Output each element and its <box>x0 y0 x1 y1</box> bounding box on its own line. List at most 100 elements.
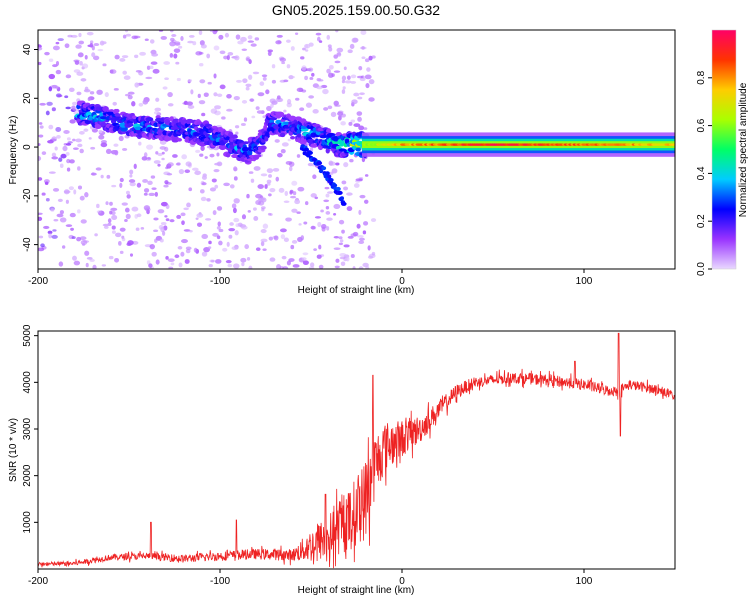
ridge-blob <box>102 106 109 112</box>
spectral-noise-blob <box>69 119 76 124</box>
spectral-noise-blob <box>143 192 148 196</box>
spectral-noise-blob <box>38 134 44 138</box>
spectral-noise-blob <box>295 97 300 101</box>
spectral-noise-blob <box>269 257 276 262</box>
spectral-noise-blob <box>214 162 221 166</box>
spectral-noise-blob <box>233 198 240 204</box>
spectral-noise-blob <box>53 219 59 222</box>
spectral-noise-blob <box>294 199 301 205</box>
spectral-noise-blob <box>341 75 347 81</box>
spectral-noise-blob <box>351 37 358 43</box>
spectral-noise-blob <box>213 92 218 97</box>
x-tick-label: 0 <box>399 576 405 587</box>
spectral-noise-blob <box>318 264 324 269</box>
spectral-noise-blob <box>91 52 96 58</box>
spectral-noise-blob <box>201 112 206 117</box>
y-tick-label: 3000 <box>22 417 33 440</box>
spectral-noise-blob <box>358 209 362 215</box>
spectral-noise-blob <box>333 213 337 216</box>
spectral-noise-blob <box>109 201 113 206</box>
spectral-noise-blob <box>233 263 240 269</box>
spectral-noise-blob <box>138 102 144 107</box>
spectral-noise-blob <box>175 61 180 65</box>
spectral-noise-blob <box>122 147 128 151</box>
spectral-noise-blob <box>206 53 211 59</box>
spectral-noise-blob <box>77 185 83 190</box>
ridge-blob <box>145 117 154 122</box>
spectral-noise-blob <box>356 223 361 229</box>
spectral-noise-blob <box>52 187 60 192</box>
spectral-noise-blob <box>180 35 184 42</box>
spectral-noise-blob <box>209 187 217 192</box>
spectral-noise-blob <box>172 154 178 158</box>
spectral-noise-blob <box>341 229 345 234</box>
spectral-noise-blob <box>336 47 344 53</box>
spectral-noise-blob <box>47 230 53 235</box>
spectral-noise-blob <box>328 46 333 52</box>
spectral-noise-blob <box>89 91 95 95</box>
spectral-noise-blob <box>216 235 221 240</box>
spectral-noise-blob <box>100 139 107 144</box>
spectral-noise-blob <box>56 213 64 218</box>
spectral-noise-blob <box>153 217 159 221</box>
spectral-noise-blob <box>226 241 230 247</box>
spectral-noise-blob <box>69 159 75 164</box>
spectral-noise-blob <box>343 244 350 248</box>
spectral-noise-blob <box>326 34 331 40</box>
spectral-noise-blob <box>122 34 127 39</box>
spectral-noise-blob <box>128 179 136 183</box>
spectral-noise-blob <box>226 108 233 112</box>
snr-series-line <box>38 332 675 569</box>
spectral-noise-blob <box>81 63 89 69</box>
spectral-noise-blob <box>48 73 56 80</box>
spectral-noise-blob <box>214 184 219 189</box>
spectral-noise-blob <box>262 248 267 251</box>
spectral-noise-blob <box>48 171 56 174</box>
spectral-noise-blob <box>86 31 94 36</box>
spectral-noise-blob <box>79 236 87 241</box>
spectral-noise-blob <box>246 193 250 199</box>
spectral-noise-blob <box>257 92 265 97</box>
spectral-noise-blob <box>193 247 198 253</box>
spectral-noise-blob <box>47 139 54 144</box>
spectral-noise-blob <box>78 32 82 38</box>
spectral-noise-blob <box>160 221 167 226</box>
spectral-noise-blob <box>315 32 322 36</box>
spectral-noise-blob <box>227 52 234 56</box>
spectral-noise-blob <box>257 184 264 189</box>
spectral-noise-blob <box>167 258 175 263</box>
spectral-noise-blob <box>291 180 298 186</box>
spectral-noise-blob <box>38 235 44 239</box>
spectral-noise-blob <box>100 174 104 179</box>
spectral-noise-blob <box>224 32 230 38</box>
spectral-noise-blob <box>163 61 171 65</box>
spectral-noise-blob <box>264 184 268 189</box>
spectral-noise-blob <box>129 181 136 187</box>
spectral-noise-blob <box>161 157 165 161</box>
spectral-noise-blob <box>127 91 135 95</box>
spectral-noise-blob <box>299 107 305 111</box>
spectral-noise-blob <box>318 244 322 250</box>
spectral-noise-blob <box>118 240 122 246</box>
ridge-blob <box>100 122 108 127</box>
spectral-noise-blob <box>77 166 81 171</box>
ridge-blob <box>325 147 330 154</box>
spectral-noise-blob <box>304 201 309 206</box>
spectral-noise-blob <box>38 177 43 181</box>
spectral-noise-blob <box>63 130 70 134</box>
spectral-noise-blob <box>59 217 67 223</box>
spectral-noise-blob <box>271 100 278 105</box>
spectral-noise-blob <box>134 54 139 59</box>
spectral-noise-blob <box>74 60 80 65</box>
spectral-noise-blob <box>176 77 181 82</box>
spectral-noise-blob <box>241 225 248 230</box>
spectral-noise-blob <box>68 186 74 191</box>
spectral-noise-blob <box>160 35 168 40</box>
ridge-blob <box>114 108 120 113</box>
spectral-noise-blob <box>289 189 294 194</box>
spectral-noise-blob <box>185 248 191 254</box>
spectral-noise-blob <box>144 207 151 212</box>
spectral-noise-blob <box>148 65 154 70</box>
spectral-noise-blob <box>361 45 365 50</box>
spectral-noise-blob <box>43 225 50 230</box>
